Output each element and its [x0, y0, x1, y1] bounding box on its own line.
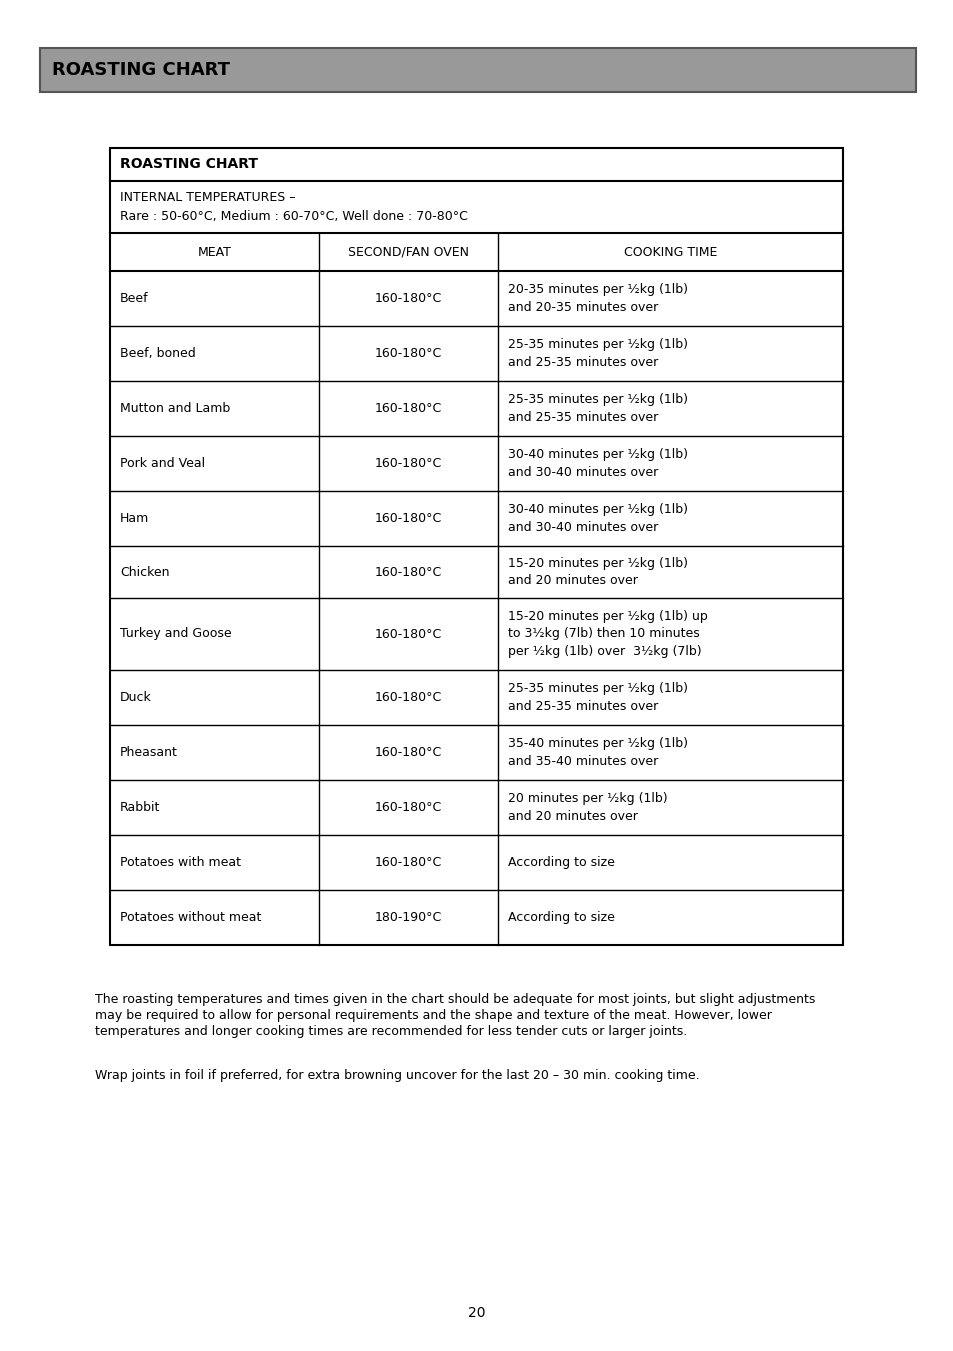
Text: 30-40 minutes per ½kg (1lb)
and 30-40 minutes over: 30-40 minutes per ½kg (1lb) and 30-40 mi… [508, 504, 688, 534]
Text: 25-35 minutes per ½kg (1lb)
and 25-35 minutes over: 25-35 minutes per ½kg (1lb) and 25-35 mi… [508, 338, 688, 369]
Text: 160-180°C: 160-180°C [375, 746, 442, 759]
Text: Rabbit: Rabbit [120, 801, 160, 815]
Text: 25-35 minutes per ½kg (1lb)
and 25-35 minutes over: 25-35 minutes per ½kg (1lb) and 25-35 mi… [508, 682, 688, 713]
Text: 20 minutes per ½kg (1lb)
and 20 minutes over: 20 minutes per ½kg (1lb) and 20 minutes … [508, 792, 667, 823]
Text: 25-35 minutes per ½kg (1lb)
and 25-35 minutes over: 25-35 minutes per ½kg (1lb) and 25-35 mi… [508, 393, 688, 424]
Text: Turkey and Goose: Turkey and Goose [120, 627, 232, 640]
Text: 160-180°C: 160-180°C [375, 347, 442, 359]
Text: Pork and Veal: Pork and Veal [120, 457, 205, 470]
FancyBboxPatch shape [110, 149, 842, 944]
Text: 160-180°C: 160-180°C [375, 457, 442, 470]
Text: SECOND/FAN OVEN: SECOND/FAN OVEN [348, 246, 469, 258]
Text: 20-35 minutes per ½kg (1lb)
and 20-35 minutes over: 20-35 minutes per ½kg (1lb) and 20-35 mi… [508, 284, 688, 313]
Text: INTERNAL TEMPERATURES –
Rare : 50-60°C, Medium : 60-70°C, Well done : 70-80°C: INTERNAL TEMPERATURES – Rare : 50-60°C, … [120, 190, 467, 223]
Text: Beef: Beef [120, 292, 149, 305]
Text: MEAT: MEAT [197, 246, 232, 258]
Text: may be required to allow for personal requirements and the shape and texture of : may be required to allow for personal re… [95, 1009, 771, 1021]
Text: Duck: Duck [120, 690, 152, 704]
Text: temperatures and longer cooking times are recommended for less tender cuts or la: temperatures and longer cooking times ar… [95, 1025, 686, 1038]
Text: 160-180°C: 160-180°C [375, 857, 442, 869]
Text: Mutton and Lamb: Mutton and Lamb [120, 403, 230, 415]
Text: Ham: Ham [120, 512, 149, 526]
Text: Beef, boned: Beef, boned [120, 347, 195, 359]
Text: Wrap joints in foil if preferred, for extra browning uncover for the last 20 – 3: Wrap joints in foil if preferred, for ex… [95, 1069, 699, 1082]
Text: 160-180°C: 160-180°C [375, 292, 442, 305]
Text: 20: 20 [468, 1306, 485, 1320]
FancyBboxPatch shape [40, 49, 915, 92]
Text: Pheasant: Pheasant [120, 746, 177, 759]
Text: Chicken: Chicken [120, 566, 170, 578]
Text: The roasting temperatures and times given in the chart should be adequate for mo: The roasting temperatures and times give… [95, 993, 815, 1006]
Text: 35-40 minutes per ½kg (1lb)
and 35-40 minutes over: 35-40 minutes per ½kg (1lb) and 35-40 mi… [508, 738, 688, 767]
Text: 15-20 minutes per ½kg (1lb) up
to 3½kg (7lb) then 10 minutes
per ½kg (1lb) over : 15-20 minutes per ½kg (1lb) up to 3½kg (… [508, 611, 707, 658]
Text: 180-190°C: 180-190°C [375, 911, 442, 924]
Text: 160-180°C: 160-180°C [375, 801, 442, 815]
Text: According to size: According to size [508, 857, 615, 869]
Text: 30-40 minutes per ½kg (1lb)
and 30-40 minutes over: 30-40 minutes per ½kg (1lb) and 30-40 mi… [508, 449, 688, 478]
Text: 160-180°C: 160-180°C [375, 566, 442, 578]
Text: 160-180°C: 160-180°C [375, 627, 442, 640]
Text: 160-180°C: 160-180°C [375, 690, 442, 704]
Text: 160-180°C: 160-180°C [375, 512, 442, 526]
Text: ROASTING CHART: ROASTING CHART [52, 61, 230, 78]
Text: ROASTING CHART: ROASTING CHART [120, 158, 257, 172]
Text: Potatoes with meat: Potatoes with meat [120, 857, 241, 869]
Text: According to size: According to size [508, 911, 615, 924]
Text: 15-20 minutes per ½kg (1lb)
and 20 minutes over: 15-20 minutes per ½kg (1lb) and 20 minut… [508, 557, 688, 588]
Text: 160-180°C: 160-180°C [375, 403, 442, 415]
Text: COOKING TIME: COOKING TIME [623, 246, 717, 258]
Text: Potatoes without meat: Potatoes without meat [120, 911, 261, 924]
